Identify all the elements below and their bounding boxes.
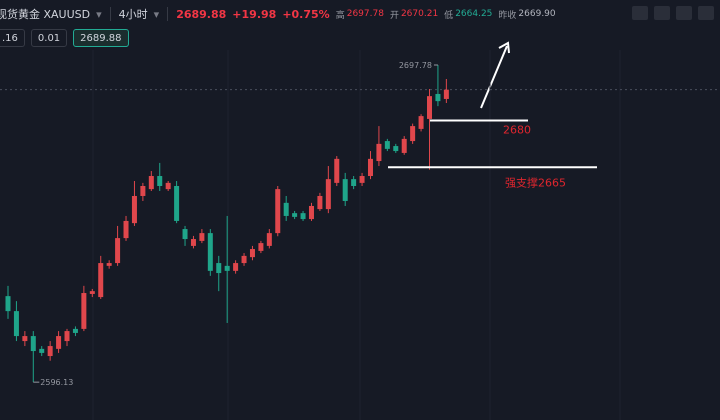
icon[interactable] — [698, 6, 714, 20]
candle-body — [393, 146, 399, 152]
price-box[interactable]: 2689.88 — [73, 29, 129, 47]
prev-close-label: 昨收 — [498, 10, 517, 21]
candle-body — [241, 255, 247, 264]
candle-body — [81, 293, 87, 329]
candle-body — [435, 93, 441, 102]
arrow-head — [498, 41, 510, 54]
candle-body — [334, 158, 340, 183]
icon[interactable] — [654, 6, 670, 20]
candle-body — [266, 233, 272, 246]
candle-body — [98, 263, 104, 298]
candle-body — [359, 176, 365, 183]
candle-body — [376, 143, 382, 162]
candle-body — [199, 233, 205, 241]
candle-body — [418, 116, 424, 129]
candle-body — [39, 348, 45, 353]
candle-body — [115, 238, 121, 264]
candle-body — [275, 189, 281, 234]
open-label: 开 — [389, 10, 399, 21]
toolbar: 现货黄金 XAUUSD ▾ 4小时 ▾ 2689.88 +19.98 +0.75… — [0, 0, 720, 28]
quantity-left[interactable]: .16 — [0, 29, 25, 47]
candle-body — [165, 182, 171, 190]
candle-body — [283, 202, 289, 216]
candle-body — [233, 263, 239, 271]
candle-body — [182, 229, 188, 240]
candle-body — [258, 243, 264, 251]
candle-body — [140, 186, 146, 196]
order-bar: .16 0.01 2689.88 — [0, 28, 135, 48]
candle-body — [30, 336, 36, 352]
candle-body — [131, 195, 137, 224]
candle-body — [342, 179, 348, 201]
level-label: 2680 — [503, 123, 531, 136]
candle-body — [401, 138, 407, 153]
candle-body — [249, 249, 255, 258]
symbol[interactable]: 现货黄金 XAUUSD — [0, 8, 91, 21]
arrow — [480, 45, 508, 109]
candle-body — [224, 265, 230, 271]
change-pct: +0.75% — [282, 7, 330, 21]
level-label: 强支撑2665 — [505, 175, 566, 189]
step[interactable]: 0.01 — [30, 29, 68, 47]
low-label: 低 — [444, 10, 454, 21]
candle-body — [157, 176, 163, 186]
candle-body — [64, 331, 70, 342]
candle-body — [47, 346, 53, 357]
tool-icons — [632, 6, 714, 20]
candle-body — [443, 89, 449, 99]
candle-body — [384, 141, 390, 149]
candle-body — [325, 179, 331, 210]
high-value: 2697.78 — [346, 9, 384, 19]
prev-close-value: 2669.90 — [518, 9, 556, 19]
last-price: 2689.88 — [176, 7, 227, 21]
candle-body — [410, 126, 416, 142]
change: +19.98 — [232, 7, 277, 21]
candle-body — [292, 213, 298, 217]
candle-body — [308, 205, 314, 220]
candle-body — [190, 239, 196, 246]
icon[interactable] — [676, 6, 692, 20]
candle-body — [72, 328, 78, 333]
low-label: 2596.13 — [40, 378, 73, 387]
candle-body — [13, 311, 19, 337]
candle-body — [5, 296, 11, 312]
candle-body — [367, 158, 373, 177]
candle-body — [427, 96, 432, 119]
candle-body — [123, 220, 129, 239]
candle-body — [89, 291, 95, 294]
high-label: 2697.78 — [399, 61, 432, 70]
candle-body — [317, 195, 323, 210]
candle-body — [207, 233, 213, 271]
candle-body — [351, 179, 357, 186]
candle-body — [22, 336, 28, 342]
candle-body — [216, 263, 222, 274]
candle-body — [148, 176, 154, 190]
candle-body — [174, 186, 180, 221]
candle-body — [300, 213, 306, 220]
icon[interactable] — [632, 6, 648, 20]
candle-body — [56, 336, 62, 349]
open-value: 2670.21 — [400, 9, 439, 19]
interval[interactable]: 4小时 — [118, 8, 148, 21]
high-label: 高 — [335, 10, 345, 21]
candle-body — [106, 263, 112, 266]
low-value: 2664.25 — [455, 9, 493, 19]
